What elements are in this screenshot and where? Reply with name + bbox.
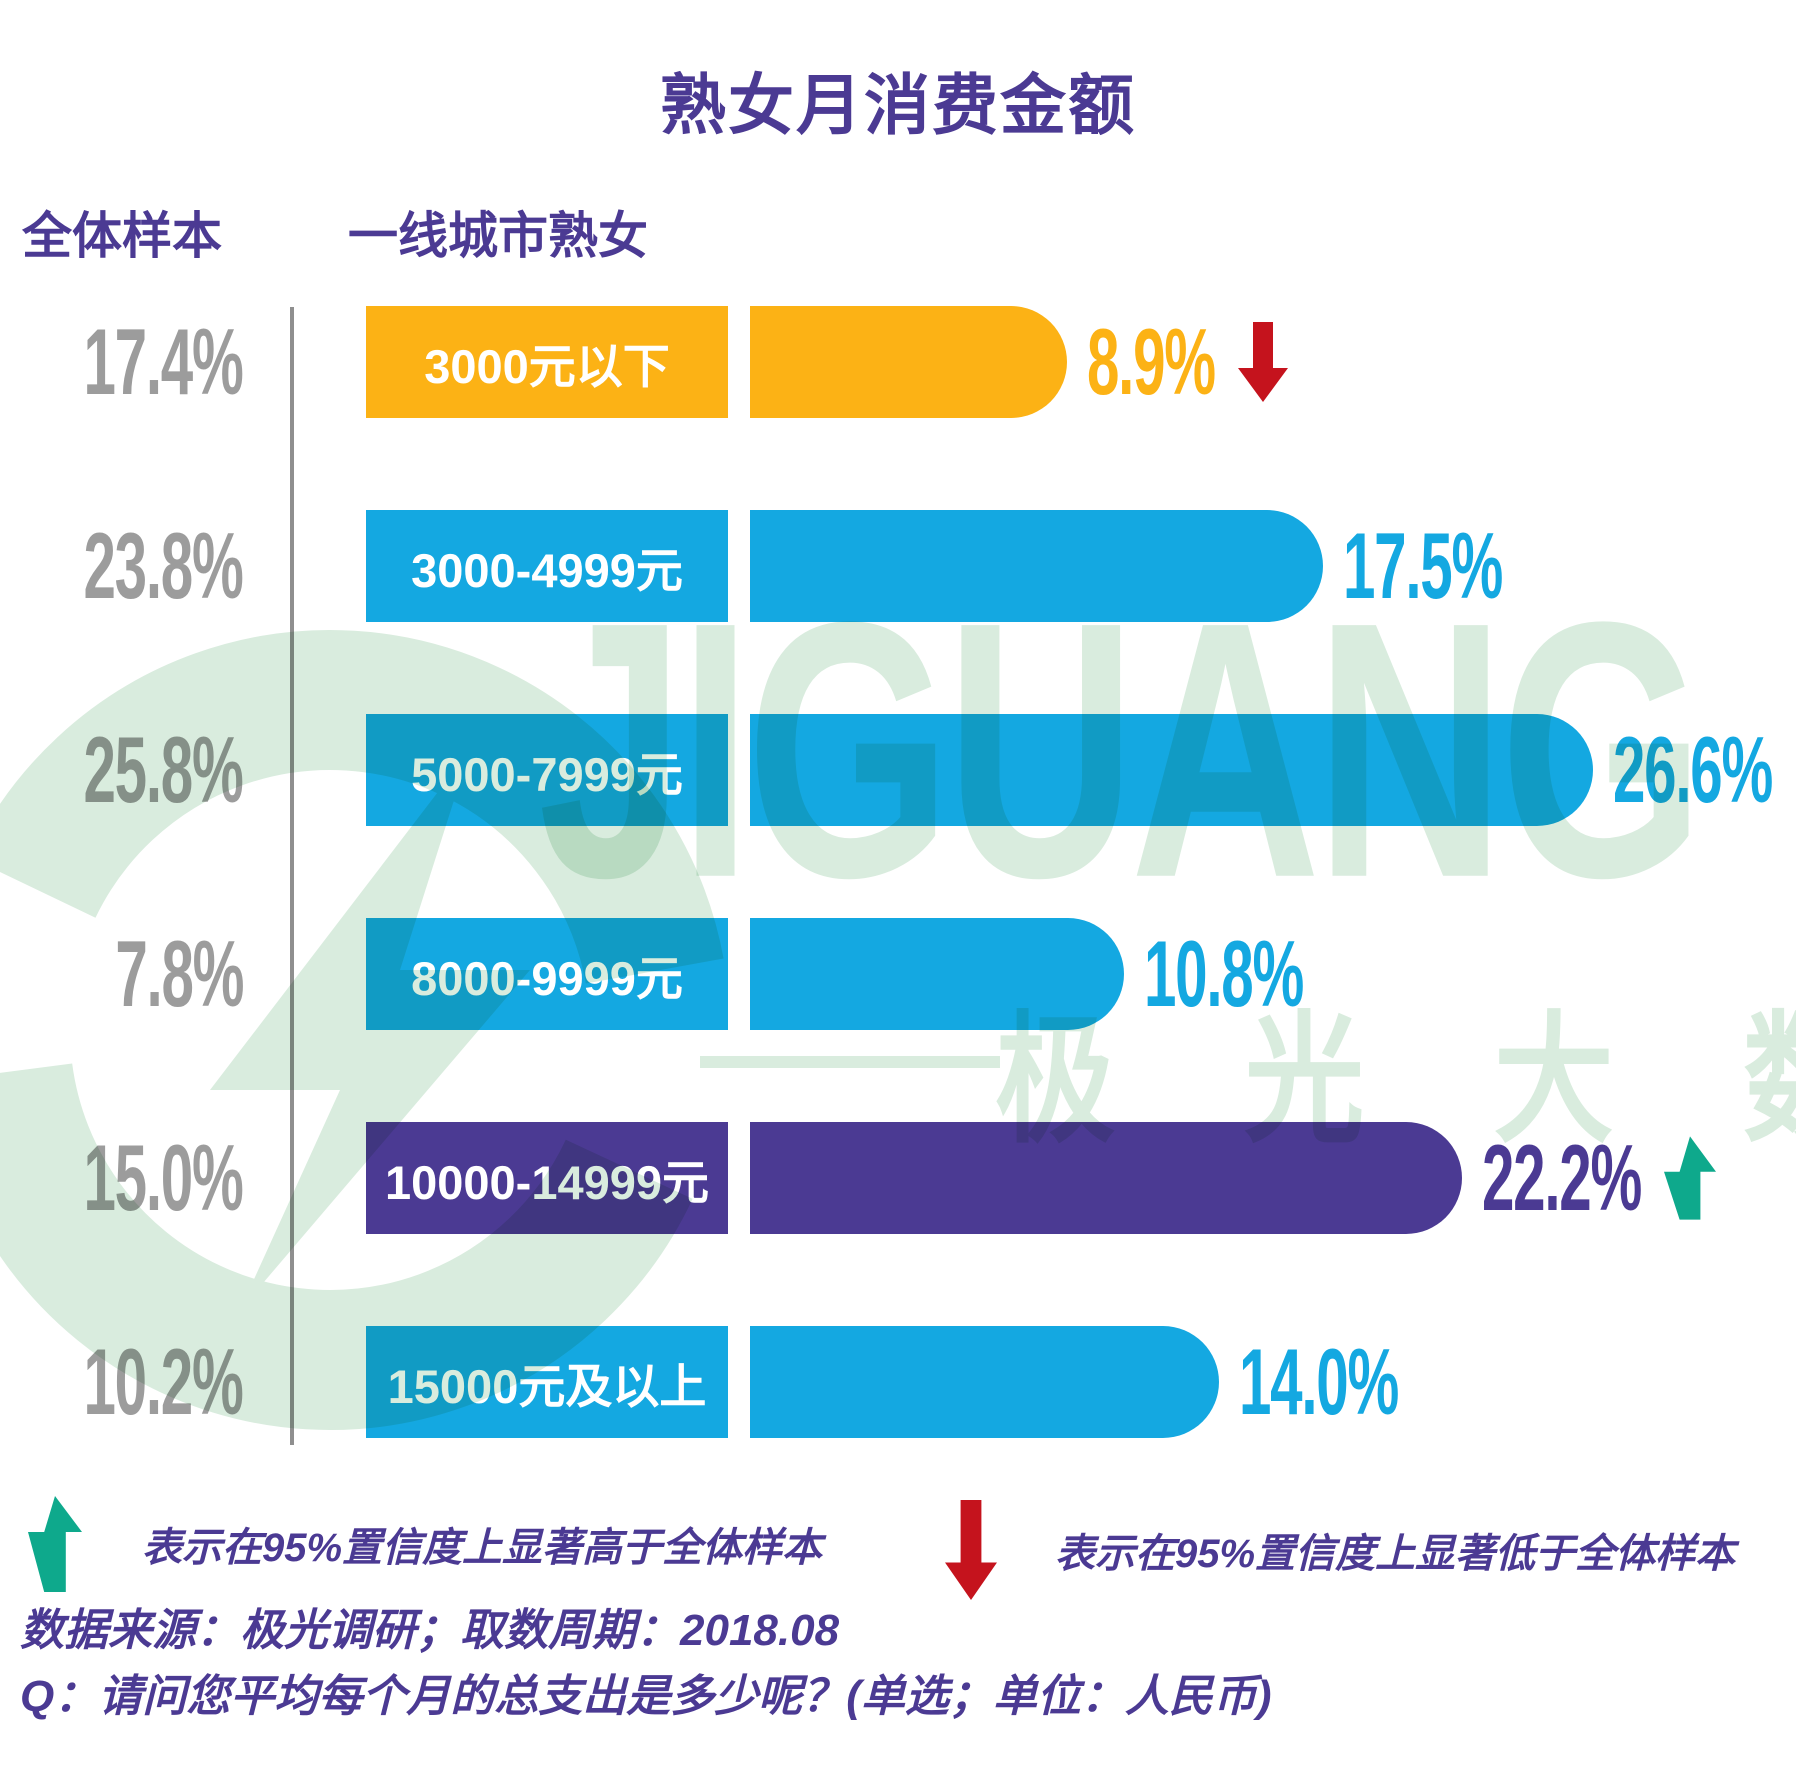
category-label-box: 8000-9999元	[366, 918, 728, 1030]
significant-lower-icon	[1238, 322, 1288, 402]
tier1-bar	[750, 306, 1067, 418]
tier1-value: 22.2%	[1482, 1122, 1716, 1234]
tier1-value: 17.5%	[1343, 510, 1503, 622]
legend-down-text: 表示在95%置信度上显著低于全体样本	[1055, 1532, 1736, 1576]
category-label-text: 15000元及以上	[387, 1359, 707, 1413]
column-header-overall: 全体样本	[22, 208, 222, 264]
tier1-value: 14.0%	[1239, 1326, 1399, 1438]
chart-row-8000-9999: 7.8% 8000-9999元 10.8%	[0, 918, 1796, 1030]
legend-significantly-lower: 表示在95%置信度上显著低于全体样本	[945, 1498, 1735, 1602]
chart-row-5000-7999: 25.8% 5000-7999元 26.6%	[0, 714, 1796, 826]
overall-percent-text: 17.4%	[83, 309, 244, 414]
category-label-text: 10000-14999元	[384, 1155, 710, 1209]
data-source-note: 数据来源：极光调研；取数周期：2018.08	[20, 1606, 840, 1655]
tier1-value: 10.8%	[1144, 918, 1304, 1030]
overall-percent-text: 7.8%	[115, 921, 244, 1026]
category-label-box: 3000元以下	[366, 306, 728, 418]
category-label-box: 10000-14999元	[366, 1122, 728, 1234]
category-label-text: 8000-9999元	[411, 951, 683, 1005]
column-header-tier1: 一线城市熟女	[348, 208, 648, 264]
legend-significantly-higher: 表示在95%置信度上显著高于全体样本	[28, 1492, 822, 1596]
tier1-percent-text: 17.5%	[1343, 513, 1503, 618]
overall-percent-text: 15.0%	[83, 1125, 244, 1230]
overall-percent: 23.8%	[0, 510, 244, 622]
overall-percent-text: 10.2%	[83, 1329, 244, 1434]
tier1-percent-text: 8.9%	[1087, 309, 1216, 414]
legend-up-text: 表示在95%置信度上显著高于全体样本	[142, 1526, 823, 1570]
category-label-box: 15000元及以上	[366, 1326, 728, 1438]
chart-row-under-3000: 17.4% 3000元以下 8.9%	[0, 306, 1796, 418]
chart-row-3000-4999: 23.8% 3000-4999元 17.5%	[0, 510, 1796, 622]
tier1-value: 8.9%	[1087, 306, 1289, 418]
category-label-text: 3000元以下	[424, 339, 670, 393]
tier1-bar	[750, 510, 1323, 622]
overall-percent: 7.8%	[0, 918, 244, 1030]
category-label-box: 3000-4999元	[366, 510, 728, 622]
tier1-bar	[750, 918, 1124, 1030]
tier1-bar	[750, 714, 1593, 826]
column-divider	[290, 307, 294, 1445]
overall-percent: 25.8%	[0, 714, 244, 826]
category-label-text: 5000-7999元	[411, 747, 683, 801]
overall-percent: 10.2%	[0, 1326, 244, 1438]
watermark-dash	[700, 1056, 1000, 1068]
tier1-value: 26.6%	[1613, 714, 1773, 826]
tier1-percent-text: 22.2%	[1482, 1125, 1642, 1230]
tier1-bar	[750, 1326, 1219, 1438]
chart-row-15000-plus: 10.2% 15000元及以上 14.0%	[0, 1326, 1796, 1438]
tier1-bar	[750, 1122, 1462, 1234]
up-arrow-icon	[28, 1496, 82, 1592]
significant-higher-icon	[1664, 1136, 1716, 1220]
overall-percent-text: 25.8%	[83, 717, 244, 822]
down-arrow-icon	[945, 1500, 997, 1600]
category-label-text: 3000-4999元	[411, 543, 683, 597]
page-title: 熟女月消费金额	[660, 68, 1136, 142]
survey-question-note: Q：请问您平均每个月的总支出是多少呢？(单选；单位：人民币)	[20, 1672, 1272, 1721]
overall-percent: 17.4%	[0, 306, 244, 418]
category-label-box: 5000-7999元	[366, 714, 728, 826]
tier1-percent-text: 26.6%	[1613, 717, 1773, 822]
tier1-percent-text: 10.8%	[1144, 921, 1304, 1026]
chart-row-10000-14999: 15.0% 10000-14999元 22.2%	[0, 1122, 1796, 1234]
overall-percent: 15.0%	[0, 1122, 244, 1234]
overall-percent-text: 23.8%	[83, 513, 244, 618]
tier1-percent-text: 14.0%	[1239, 1329, 1399, 1434]
